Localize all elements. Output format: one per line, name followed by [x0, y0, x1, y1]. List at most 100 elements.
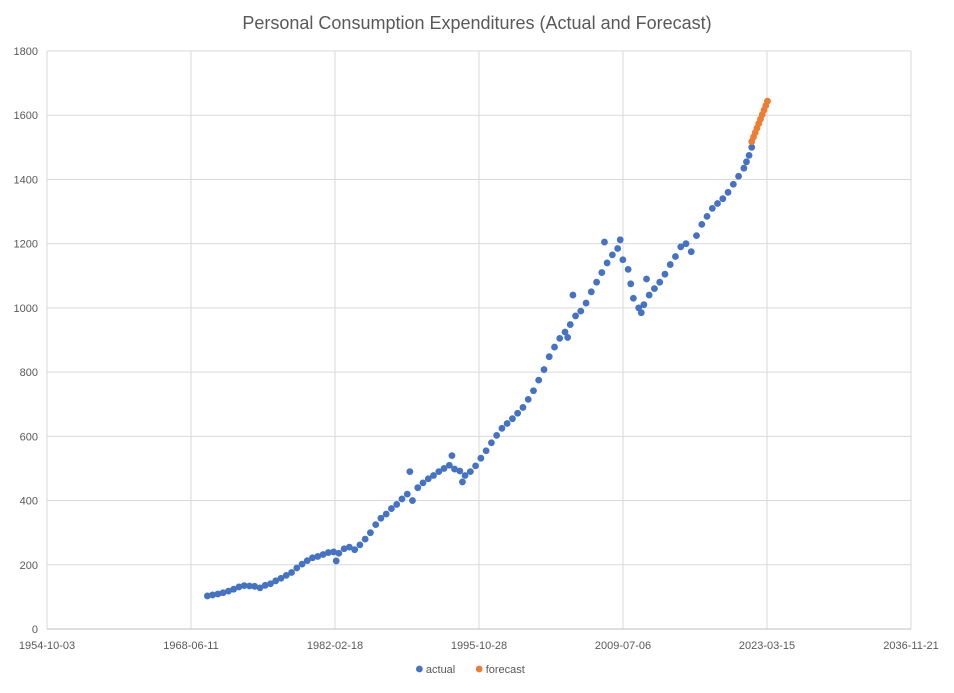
- actual-point: [651, 285, 658, 293]
- actual-point: [314, 553, 322, 560]
- actual-point: [303, 557, 311, 565]
- actual-point: [661, 270, 669, 278]
- actual-point: [714, 200, 721, 207]
- actual-point: [235, 583, 243, 591]
- actual-point: [569, 291, 577, 299]
- actual-point: [551, 343, 558, 351]
- actual-point: [356, 541, 364, 549]
- actual-point: [608, 251, 616, 259]
- actual-point: [406, 468, 414, 476]
- actual-point: [740, 164, 748, 172]
- actual-point: [372, 521, 380, 529]
- x-tick-label: 2009-07-06: [595, 640, 651, 652]
- actual-point: [493, 431, 501, 439]
- actual-point: [535, 376, 543, 384]
- actual-point: [735, 172, 742, 180]
- actual-point: [687, 248, 695, 256]
- actual-point: [332, 557, 340, 565]
- actual-point: [624, 265, 632, 273]
- y-tick-label: 1800: [14, 46, 38, 58]
- actual-point: [616, 236, 624, 244]
- actual-point: [719, 195, 727, 203]
- actual-point: [587, 288, 595, 296]
- actual-point: [319, 551, 327, 558]
- actual-point: [519, 404, 527, 411]
- actual-point: [509, 415, 516, 423]
- actual-point: [324, 549, 332, 556]
- legend-item-actual: actual: [416, 664, 455, 676]
- actual-point: [361, 535, 369, 543]
- actual-point: [456, 467, 464, 475]
- actual-point: [703, 212, 711, 220]
- actual-point: [219, 589, 227, 597]
- actual-point: [564, 334, 572, 341]
- actual-point: [298, 560, 306, 568]
- y-tick-label: 800: [20, 367, 38, 379]
- actual-point: [693, 232, 700, 240]
- chart-title: Personal Consumption Expenditures (Actua…: [242, 13, 711, 33]
- x-tick-label: 1968-06-11: [163, 640, 218, 652]
- y-tick-label: 1400: [14, 174, 38, 186]
- actual-point: [461, 472, 469, 479]
- actual-point: [451, 465, 458, 473]
- actual-point: [708, 204, 716, 212]
- actual-point: [582, 299, 590, 307]
- actual-point: [409, 497, 416, 504]
- actual-point: [240, 582, 248, 590]
- actual-point: [440, 465, 448, 472]
- actual-point: [261, 581, 269, 589]
- actual-point: [645, 291, 653, 299]
- actual-point: [203, 592, 211, 600]
- x-tick-label: 1995-10-28: [451, 640, 507, 652]
- actual-point: [403, 490, 411, 498]
- legend: actual forecast: [416, 664, 525, 676]
- y-tick-label: 1600: [14, 110, 38, 122]
- actual-point: [459, 478, 466, 486]
- axes: 0 200 400 600 800 1000 1200 1400 1600 1800 1954-10…: [14, 46, 939, 652]
- actual-point: [345, 543, 353, 551]
- actual-point: [629, 294, 637, 302]
- actual-point: [672, 253, 679, 260]
- actual-point: [398, 495, 406, 503]
- actual-point: [366, 529, 374, 537]
- actual-point: [214, 590, 222, 598]
- actual-point: [598, 269, 606, 276]
- actual-point: [435, 468, 443, 476]
- actual-point: [545, 353, 553, 361]
- actual-point: [267, 580, 274, 588]
- actual-point: [724, 188, 732, 196]
- actual-point: [593, 278, 600, 286]
- actual-point: [698, 221, 706, 228]
- y-tick-label: 1000: [14, 303, 38, 315]
- actual-point: [556, 334, 564, 342]
- actual-point: [729, 180, 737, 188]
- legend-marker: [475, 665, 483, 673]
- actual-point: [566, 321, 574, 328]
- actual-point: [677, 243, 685, 251]
- actual-point: [419, 479, 427, 487]
- actual-point: [393, 501, 401, 508]
- actual-point: [514, 409, 522, 417]
- actual-point: [640, 301, 648, 309]
- actual-point: [577, 307, 585, 315]
- actual-point: [293, 564, 301, 572]
- actual-point: [282, 571, 290, 579]
- actual-point: [477, 454, 485, 462]
- actual-point: [335, 549, 343, 557]
- legend-label: forecast: [486, 664, 525, 676]
- actual-point: [340, 545, 348, 553]
- forecast-point: [764, 97, 771, 105]
- actual-point: [603, 259, 611, 267]
- actual-point: [666, 261, 674, 268]
- actual-point: [382, 510, 390, 518]
- actual-point: [643, 275, 650, 283]
- actual-point: [503, 420, 511, 427]
- gridlines: [46, 50, 912, 630]
- actual-point: [424, 475, 432, 483]
- actual-point: [230, 585, 238, 593]
- legend-label: actual: [426, 664, 455, 676]
- actual-point: [448, 452, 456, 459]
- actual-point: [540, 366, 548, 373]
